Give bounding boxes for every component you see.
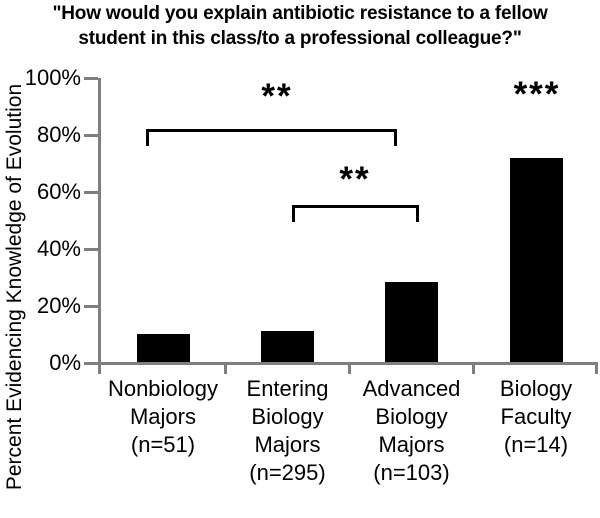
- x-tick-mark: [472, 365, 476, 374]
- y-tick-label-20: 20%: [36, 293, 81, 318]
- chart-title-line-1: "How would you explain antibiotic resist…: [52, 3, 548, 24]
- significance-stars-nonbio-vs-advanced: **: [261, 77, 293, 116]
- bar-biology-faculty: [509, 157, 563, 362]
- significance-stars-entering-vs-advanced: **: [339, 160, 371, 199]
- bar-nonbiology-majors: [136, 333, 190, 362]
- y-tick-label-0: 0%: [49, 350, 81, 375]
- x-tick-mark: [98, 365, 101, 374]
- y-tick-label-40: 40%: [36, 236, 81, 261]
- chart-title: "How would you explain antibiotic resist…: [0, 1, 600, 51]
- significance-stars-biology-faculty: ***: [513, 75, 561, 114]
- y-tick-mark: [84, 305, 98, 308]
- x-tick-mark: [595, 365, 598, 374]
- x-category-label-entering-biology-majors: Entering Biology Majors (n=295): [246, 376, 329, 485]
- x-category-label-nonbiology-majors: Nonbiology Majors (n=51): [107, 376, 219, 457]
- bar-advanced-biology-majors: [385, 282, 438, 362]
- y-tick-mark: [84, 248, 98, 251]
- x-tick-mark: [348, 365, 351, 374]
- plot-area: [98, 78, 598, 365]
- x-category-label-biology-faculty: Biology Faculty (n=14): [499, 376, 573, 457]
- x-category-label-advanced-biology-majors: Advanced Biology Majors (n=103): [362, 376, 461, 485]
- y-tick-label-60: 60%: [36, 179, 81, 204]
- significance-bracket-nonbio-vs-advanced: [146, 129, 397, 146]
- chart-title-line-2: student in this class/to a professional …: [78, 28, 522, 49]
- x-tick-mark: [223, 365, 227, 374]
- significance-bracket-entering-vs-advanced: [292, 205, 419, 222]
- y-tick-mark: [84, 77, 98, 80]
- y-tick-label-100: 100%: [24, 65, 81, 90]
- y-tick-mark: [84, 134, 98, 137]
- y-tick-mark: [84, 362, 98, 365]
- y-tick-mark: [84, 191, 98, 194]
- bar-entering-biology-majors: [261, 330, 314, 362]
- y-tick-label-80: 80%: [36, 122, 81, 147]
